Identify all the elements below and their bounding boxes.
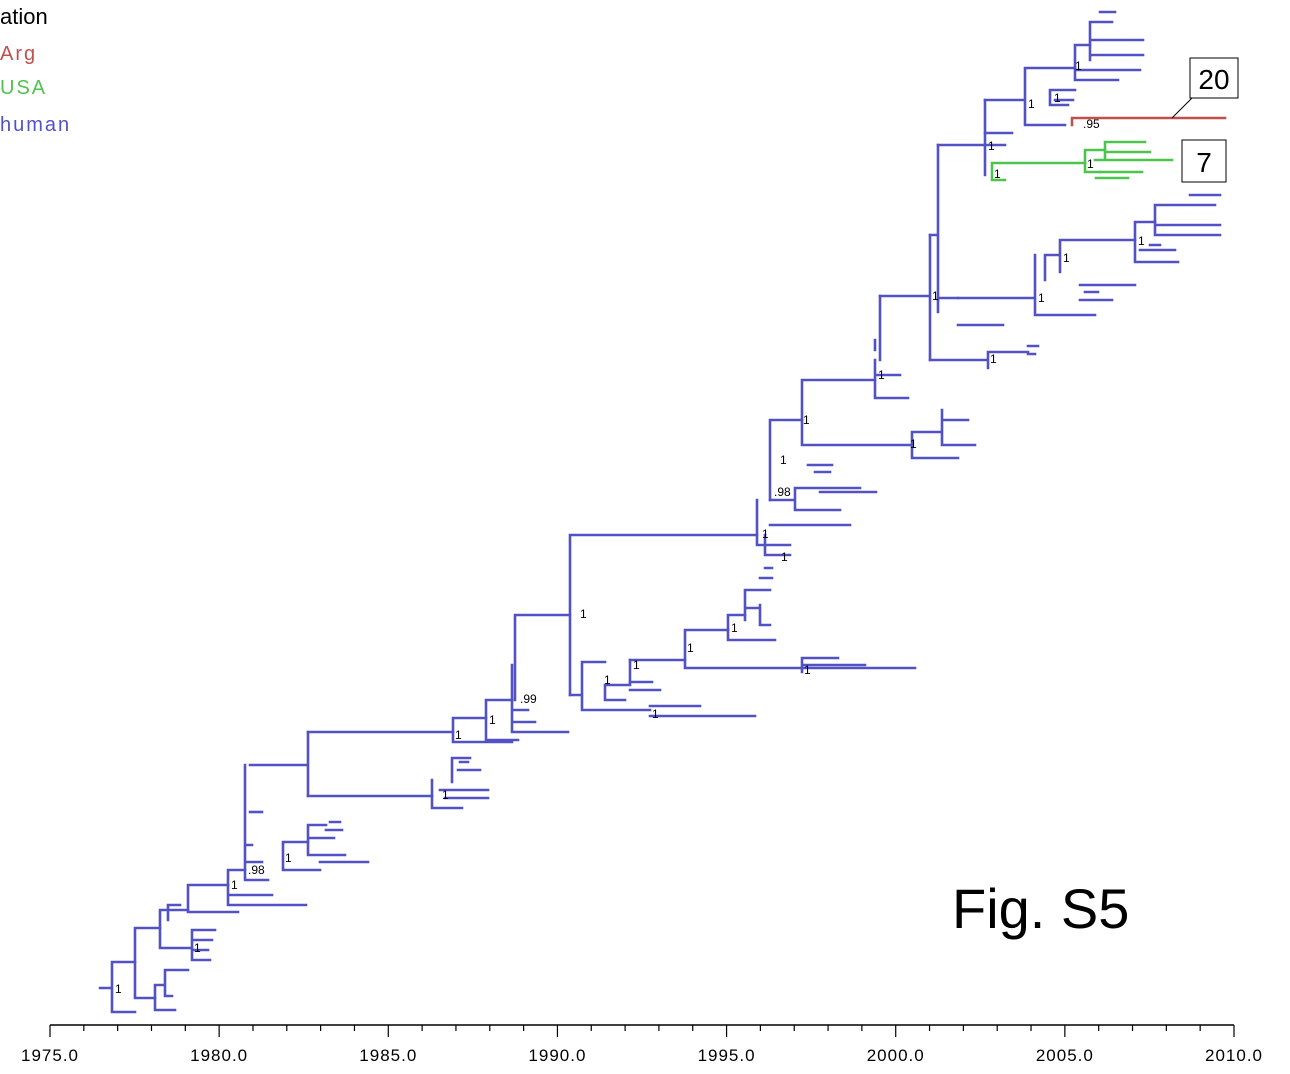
support-value: 1 <box>780 453 787 467</box>
axis-tick-label: 1980.0 <box>190 1046 248 1065</box>
node-support-values: 1 1 1 1 .95 1 1 1 1 1 1 1 1 1 1 .98 1 1 … <box>115 59 1145 996</box>
support-value: 1 <box>781 550 788 564</box>
support-value: 1 <box>878 368 885 382</box>
axis-tick-label: 1995.0 <box>698 1046 756 1065</box>
legend: ation Arg USA human <box>0 4 71 136</box>
legend-entry-usa: USA <box>0 77 47 99</box>
legend-entry-human: human <box>0 114 71 136</box>
support-value: 1 <box>194 941 201 955</box>
support-value: .98 <box>248 863 265 877</box>
axis-tick-label: 1975.0 <box>21 1046 79 1065</box>
axis-tick-label: 1990.0 <box>528 1046 586 1065</box>
time-axis: 1975.0 1980.0 1985.0 1990.0 1995.0 2000.0 2005… <box>21 1024 1263 1065</box>
support-value: 1 <box>1054 91 1061 105</box>
arg-clade-branches <box>1070 116 1227 127</box>
support-value: 1 <box>804 663 811 677</box>
human-lineage-branches <box>98 10 1222 1014</box>
support-value: 1 <box>990 352 997 366</box>
support-value: 1 <box>1075 59 1082 73</box>
axis-tick-label: 1985.0 <box>359 1046 417 1065</box>
support-value: 1 <box>442 788 449 802</box>
support-value: 1 <box>1087 157 1094 171</box>
axis-tick-label: 2010.0 <box>1205 1046 1263 1065</box>
axis-tick-label: 2000.0 <box>867 1046 925 1065</box>
callout-20: 20 <box>1171 57 1239 119</box>
legend-title: ation <box>0 4 48 29</box>
support-value: 1 <box>731 621 738 635</box>
support-value: 1 <box>803 413 810 427</box>
support-value: .99 <box>520 692 537 706</box>
support-value: 1 <box>1038 291 1045 305</box>
support-value: 1 <box>687 641 694 655</box>
support-value: .98 <box>774 485 791 499</box>
support-value: 1 <box>231 878 238 892</box>
axis-tick-label: 2005.0 <box>1036 1046 1094 1065</box>
support-value: 1 <box>115 982 122 996</box>
support-value: 1 <box>1028 97 1035 111</box>
support-value: 1 <box>988 139 995 153</box>
support-value: 1 <box>1063 251 1070 265</box>
support-value: 1 <box>1138 234 1145 248</box>
support-value: 1 <box>489 713 496 727</box>
support-value: 1 <box>652 707 659 721</box>
support-value: 1 <box>285 851 292 865</box>
support-value: .95 <box>1083 117 1100 131</box>
callout-label: 20 <box>1198 64 1229 95</box>
support-value: 1 <box>910 437 917 451</box>
figure-label: Fig. S5 <box>952 877 1129 940</box>
support-value: 1 <box>580 607 587 621</box>
callout-7: 7 <box>1181 139 1227 183</box>
support-value: 1 <box>994 167 1001 181</box>
usa-clade-branches <box>990 140 1174 182</box>
callout-label: 7 <box>1196 147 1212 178</box>
support-value: 1 <box>604 673 611 687</box>
tree-branches <box>98 10 1227 1014</box>
legend-entry-arg: Arg <box>0 43 37 65</box>
support-value: 1 <box>633 658 640 672</box>
support-value: 1 <box>455 728 462 742</box>
support-value: 1 <box>762 527 769 541</box>
support-value: 1 <box>932 289 939 303</box>
